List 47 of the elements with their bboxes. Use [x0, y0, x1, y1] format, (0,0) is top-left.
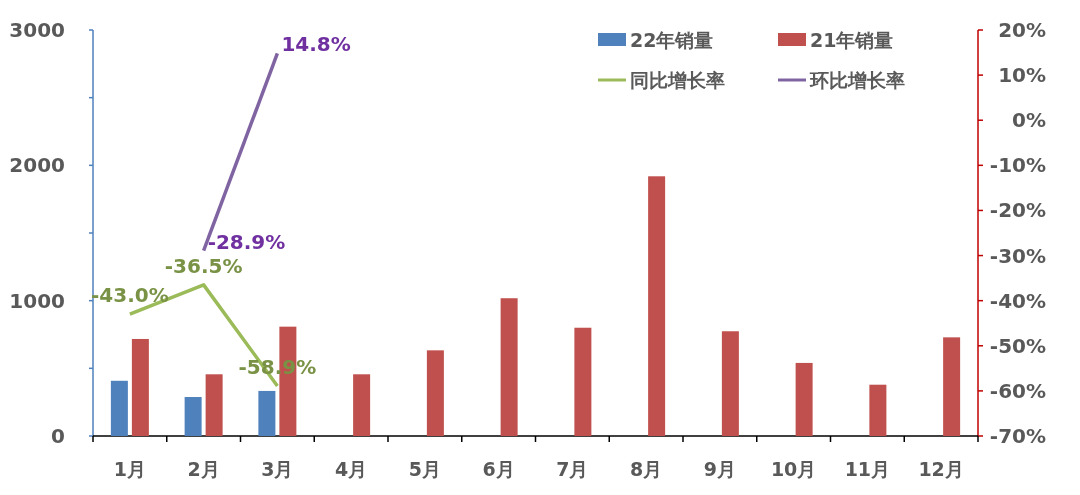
bar [721, 331, 739, 436]
bar [258, 390, 276, 436]
x-tick-label: 2月 [187, 458, 220, 480]
x-tick-label: 9月 [703, 458, 736, 480]
bar [184, 397, 202, 436]
y2-tick-label: -30% [989, 243, 1046, 268]
x-tick-label: 12月 [918, 458, 964, 480]
y2-tick-label: -10% [989, 153, 1046, 178]
x-tick-label: 8月 [630, 458, 663, 480]
x-tick-label: 3月 [261, 458, 294, 480]
legend-label: 环比增长率 [809, 69, 905, 91]
y2-tick-label: 0% [1012, 108, 1046, 133]
bar [353, 374, 371, 436]
bar [110, 380, 128, 436]
x-tick-label: 6月 [482, 458, 515, 480]
bar [131, 338, 149, 436]
bar [500, 298, 518, 436]
y-tick-label: 2000 [9, 153, 65, 178]
y2-tick-label: -70% [989, 424, 1046, 448]
bar [795, 362, 813, 436]
x-tick-label: 11月 [844, 458, 891, 480]
y-tick-label: 0 [51, 424, 65, 448]
y2-tick-label: 10% [998, 63, 1046, 88]
bar [869, 384, 887, 436]
y-tick-label: 1000 [9, 288, 65, 313]
y2-tick-label: -50% [989, 333, 1046, 358]
x-tick-label: 10月 [770, 458, 817, 480]
x-tick-label: 1月 [113, 458, 146, 480]
data-label: -36.5% [164, 253, 243, 278]
legend-label: 同比增长率 [630, 69, 725, 91]
data-label: -28.9% [207, 229, 286, 254]
y2-tick-label: 20% [998, 18, 1046, 42]
bar [426, 350, 444, 436]
y-tick-label: 3000 [9, 18, 65, 42]
legend-label: 21年销量 [810, 29, 894, 51]
legend-label: 22年销量 [630, 29, 714, 51]
x-tick-label: 5月 [408, 458, 441, 480]
y2-tick-label: -60% [989, 378, 1046, 403]
bar [648, 176, 666, 436]
y2-tick-label: -20% [989, 198, 1046, 223]
bar [574, 327, 592, 436]
x-tick-label: 4月 [335, 458, 368, 480]
y2-tick-label: -40% [989, 288, 1046, 313]
data-label: 14.8% [281, 32, 351, 57]
bar [205, 374, 223, 436]
x-tick-label: 7月 [556, 458, 589, 480]
bar [943, 337, 961, 436]
